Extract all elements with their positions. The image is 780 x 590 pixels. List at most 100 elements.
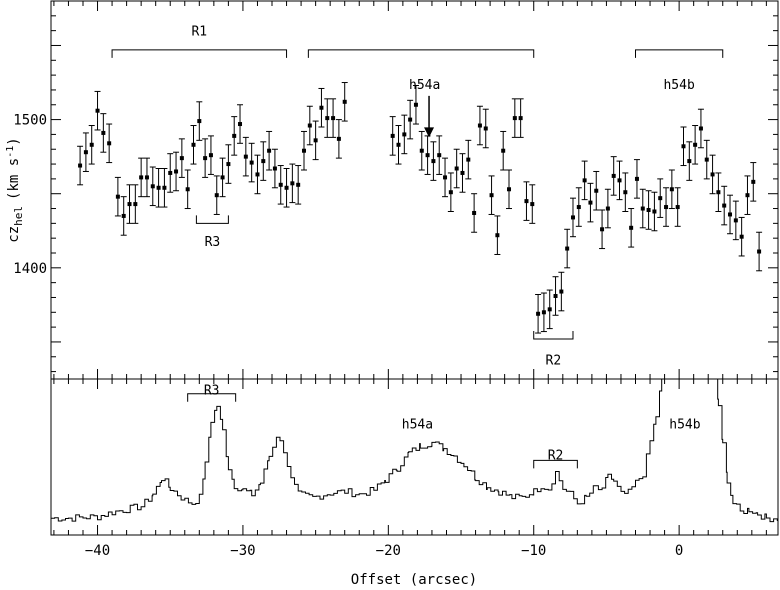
point-marker — [477, 123, 482, 128]
point-marker — [512, 116, 517, 121]
velocity-y-ticks: 1400 1500 — [13, 15, 778, 373]
data-point — [744, 175, 751, 215]
data-point — [395, 125, 402, 165]
point-marker — [243, 154, 248, 159]
point-marker — [652, 209, 657, 214]
data-point — [389, 116, 396, 156]
data-point — [178, 138, 185, 178]
data-point — [283, 168, 290, 208]
data-point — [167, 153, 174, 193]
point-marker — [518, 116, 523, 121]
bracket-label: R1 — [191, 25, 207, 40]
point-marker — [101, 130, 106, 135]
point-marker — [611, 173, 616, 178]
point-marker — [396, 142, 401, 147]
data-point — [418, 130, 425, 171]
point-marker — [185, 187, 190, 192]
data-point — [494, 215, 501, 255]
point-marker — [594, 188, 599, 193]
point-marker — [307, 123, 312, 128]
data-point — [663, 187, 670, 227]
point-marker — [757, 249, 762, 254]
bracket-annotation: h54b — [635, 49, 724, 93]
y-axis-label-superscript: -1 — [5, 146, 16, 158]
data-point — [651, 191, 658, 232]
point-marker — [249, 160, 254, 165]
point-marker — [290, 181, 295, 186]
velocity-points — [77, 82, 763, 334]
point-marker — [437, 153, 442, 158]
point-marker — [203, 156, 208, 161]
y-axis-label-close: ) — [6, 137, 22, 145]
arrow-head — [424, 127, 435, 138]
data-point — [202, 138, 209, 178]
bracket-annotation — [307, 49, 535, 58]
data-point — [143, 157, 150, 198]
point-marker — [408, 117, 413, 122]
point-marker — [605, 206, 610, 211]
data-point — [330, 98, 337, 138]
point-marker — [733, 218, 738, 223]
point-marker — [547, 307, 552, 312]
point-marker — [541, 310, 546, 315]
point-marker — [728, 212, 733, 217]
y-tick-label: 1500 — [13, 113, 47, 129]
data-point — [564, 228, 571, 269]
point-marker — [284, 185, 289, 190]
point-marker — [115, 194, 120, 199]
point-marker — [144, 175, 149, 180]
bracket-annotation: R1 — [111, 25, 288, 58]
point-marker — [162, 185, 167, 190]
data-point — [616, 160, 623, 201]
x-axis-label: Offset (arcsec) — [351, 572, 477, 588]
data-point — [622, 172, 629, 212]
profile-annotations: R3 R2 h54a h54b — [187, 383, 701, 469]
data-point — [447, 172, 454, 212]
data-point — [138, 157, 145, 198]
data-point — [412, 84, 419, 125]
x-tick-label: −20 — [376, 543, 401, 559]
point-marker — [238, 122, 243, 127]
data-point — [126, 184, 133, 224]
point-marker — [95, 108, 100, 113]
point-marker — [495, 233, 500, 238]
data-point — [581, 160, 588, 201]
data-point — [674, 187, 681, 227]
point-marker — [664, 205, 669, 210]
point-marker — [301, 148, 306, 153]
point-marker — [483, 126, 488, 131]
data-point — [295, 165, 302, 205]
velocity-x-ticks — [53, 1, 767, 379]
point-marker — [698, 126, 703, 131]
point-marker — [150, 184, 155, 189]
data-point — [680, 126, 687, 167]
point-marker — [751, 179, 756, 184]
point-marker — [466, 157, 471, 162]
bracket-annotation: R2 — [533, 330, 574, 369]
velocity-annotations: R1 h54b R3 R2 h54a — [111, 25, 724, 369]
data-point — [471, 193, 478, 233]
point-marker — [127, 202, 132, 207]
data-point — [94, 90, 101, 131]
data-point — [173, 151, 180, 192]
data-point — [697, 108, 704, 149]
data-point — [552, 276, 559, 316]
data-point — [569, 197, 576, 238]
point-marker — [255, 172, 260, 177]
data-point — [546, 289, 553, 330]
point-marker — [559, 289, 564, 294]
point-marker — [710, 172, 715, 177]
point-marker — [226, 162, 231, 167]
point-marker — [319, 105, 324, 110]
point-marker — [413, 102, 418, 107]
point-marker — [272, 166, 277, 171]
point-marker — [197, 119, 202, 124]
data-point — [318, 87, 325, 128]
point-marker — [443, 175, 448, 180]
data-point — [242, 136, 249, 177]
data-point — [506, 169, 513, 210]
data-point — [219, 157, 226, 198]
bracket-line — [635, 49, 724, 58]
point-marker — [133, 202, 138, 207]
y-axis-label-subscript: hel — [12, 206, 25, 226]
